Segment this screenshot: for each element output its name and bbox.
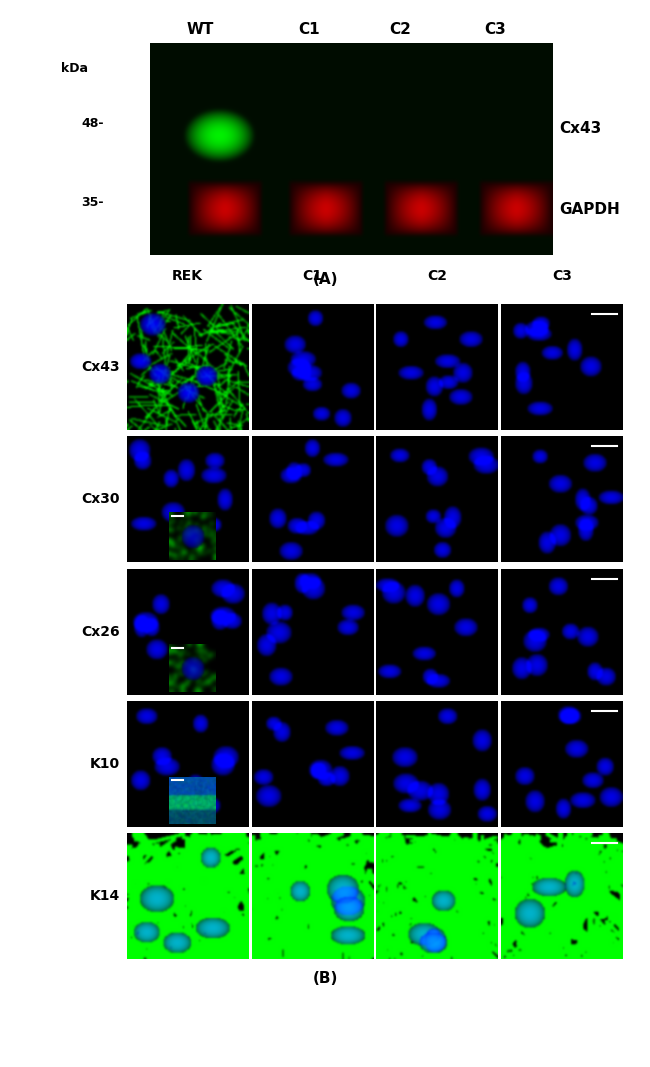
Text: Cx30: Cx30 [82,492,120,507]
Text: 35-: 35- [81,196,104,209]
Text: C3: C3 [552,269,572,283]
Text: GAPDH: GAPDH [559,202,619,217]
Text: C2: C2 [389,22,411,37]
Text: C1: C1 [302,269,322,283]
Text: C3: C3 [484,22,506,37]
Text: K14: K14 [90,889,120,904]
Text: REK: REK [172,269,203,283]
Text: 48-: 48- [81,117,104,130]
Text: Cx43: Cx43 [559,121,601,136]
Text: (B): (B) [312,971,338,986]
Text: (A): (A) [312,272,338,287]
Text: Cx26: Cx26 [82,624,120,639]
Text: WT: WT [186,22,214,37]
Text: C1: C1 [298,22,320,37]
Text: C2: C2 [427,269,447,283]
Text: kDa: kDa [61,62,88,75]
Text: K10: K10 [90,757,120,771]
Text: Cx43: Cx43 [82,360,120,375]
